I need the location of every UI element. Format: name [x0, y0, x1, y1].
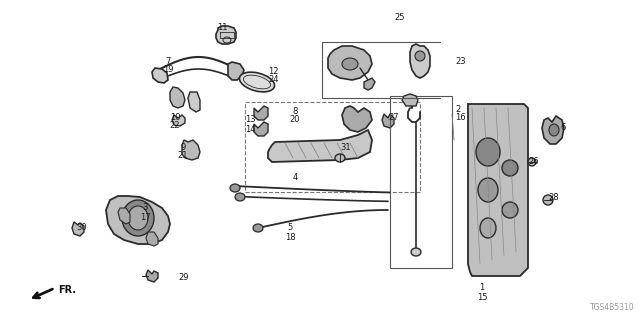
Text: 7: 7	[165, 58, 171, 67]
Text: 15: 15	[477, 293, 487, 302]
Polygon shape	[410, 44, 430, 78]
Bar	[245, 102, 420, 192]
Polygon shape	[118, 208, 130, 224]
Polygon shape	[106, 196, 170, 244]
Text: FR.: FR.	[58, 285, 76, 295]
Text: 8: 8	[292, 108, 298, 116]
Ellipse shape	[235, 193, 245, 201]
Ellipse shape	[128, 206, 148, 230]
Text: 23: 23	[455, 58, 466, 67]
Ellipse shape	[502, 160, 518, 176]
Ellipse shape	[335, 154, 345, 162]
Polygon shape	[172, 115, 185, 126]
Text: 9: 9	[180, 143, 186, 153]
Ellipse shape	[122, 200, 154, 236]
Ellipse shape	[549, 124, 559, 136]
Ellipse shape	[476, 138, 500, 166]
Text: 25: 25	[395, 13, 405, 22]
Text: 22: 22	[170, 122, 180, 131]
Text: 29: 29	[178, 274, 189, 283]
Text: 16: 16	[455, 114, 466, 123]
Text: 20: 20	[290, 116, 300, 124]
Polygon shape	[382, 114, 394, 128]
Text: 10: 10	[170, 114, 180, 123]
Ellipse shape	[480, 218, 496, 238]
Polygon shape	[216, 26, 236, 44]
Ellipse shape	[528, 158, 536, 166]
Polygon shape	[146, 232, 158, 246]
Text: 18: 18	[285, 234, 295, 243]
Text: 4: 4	[292, 173, 298, 182]
Polygon shape	[146, 270, 158, 282]
Polygon shape	[188, 92, 200, 112]
Polygon shape	[342, 106, 372, 132]
Text: 30: 30	[77, 223, 87, 233]
Text: 2: 2	[455, 106, 460, 115]
Text: 28: 28	[548, 194, 559, 203]
Ellipse shape	[543, 195, 553, 205]
Bar	[390, 96, 452, 268]
Ellipse shape	[411, 248, 421, 256]
Text: 19: 19	[163, 66, 173, 75]
Polygon shape	[152, 68, 168, 83]
Text: 13: 13	[245, 116, 256, 124]
Ellipse shape	[239, 72, 275, 92]
Text: 6: 6	[560, 124, 565, 132]
Polygon shape	[468, 104, 528, 276]
Ellipse shape	[502, 202, 518, 218]
Text: 27: 27	[388, 114, 399, 123]
Polygon shape	[268, 130, 372, 162]
Polygon shape	[254, 106, 268, 120]
Text: 1: 1	[479, 284, 484, 292]
Polygon shape	[72, 222, 84, 236]
Ellipse shape	[478, 178, 498, 202]
Polygon shape	[182, 140, 200, 160]
Ellipse shape	[253, 224, 263, 232]
Polygon shape	[542, 116, 564, 144]
Text: TGS4B5310: TGS4B5310	[590, 303, 635, 312]
Text: 24: 24	[268, 76, 278, 84]
Ellipse shape	[342, 58, 358, 70]
Text: 5: 5	[287, 223, 292, 233]
Ellipse shape	[230, 184, 240, 192]
Polygon shape	[402, 94, 418, 106]
Polygon shape	[254, 122, 268, 136]
Text: 21: 21	[178, 151, 188, 161]
Polygon shape	[328, 46, 372, 80]
Text: 11: 11	[217, 23, 227, 33]
Text: 31: 31	[340, 143, 351, 153]
Polygon shape	[170, 87, 185, 108]
Text: 14: 14	[246, 125, 256, 134]
Text: 3: 3	[142, 204, 148, 212]
Ellipse shape	[415, 51, 425, 61]
Polygon shape	[364, 78, 375, 90]
Text: 26: 26	[528, 157, 539, 166]
Polygon shape	[228, 62, 244, 80]
Text: 12: 12	[268, 68, 278, 76]
Text: 17: 17	[140, 213, 150, 222]
